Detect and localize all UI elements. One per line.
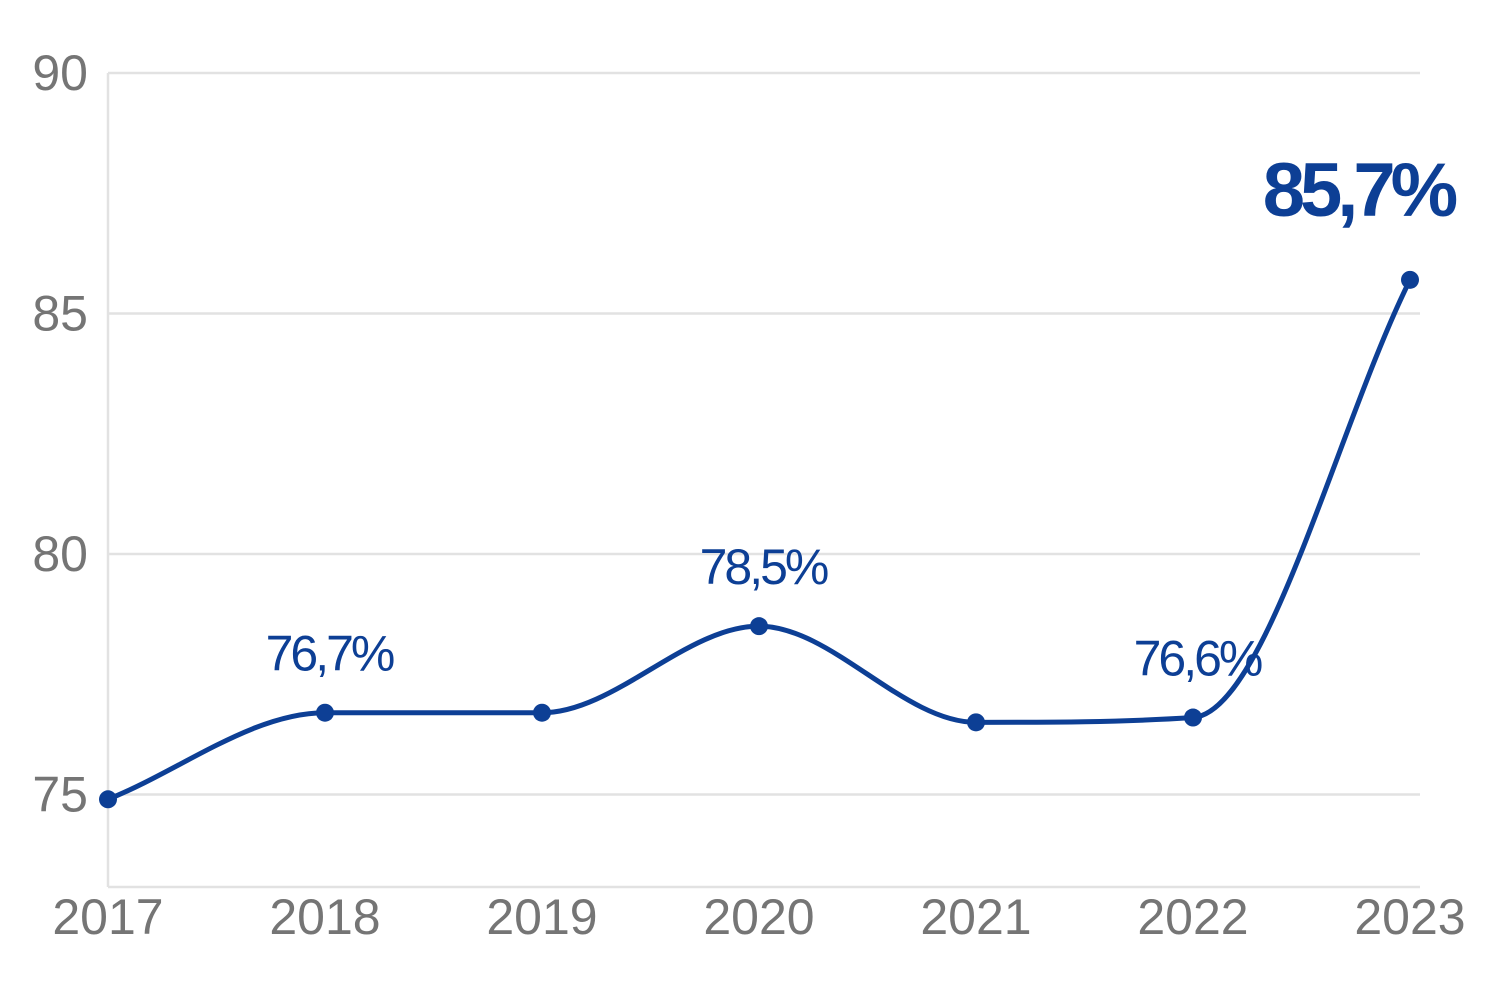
data-point-2023 (1401, 270, 1419, 289)
y-tick-label: 75 (32, 767, 88, 823)
x-tick-label: 2019 (486, 889, 597, 945)
data-label-2018: 76,7% (266, 626, 394, 682)
x-tick-label: 2022 (1137, 889, 1248, 945)
x-tick-label: 2018 (269, 889, 380, 945)
x-tick-label: 2021 (920, 889, 1031, 945)
y-tick-label: 90 (32, 45, 88, 101)
data-label-2022: 76,6% (1134, 631, 1262, 687)
x-tick-label: 2020 (703, 889, 814, 945)
data-points (99, 270, 1419, 809)
data-point-2018 (316, 703, 334, 722)
data-point-2019 (533, 703, 551, 722)
x-tick-label: 2017 (52, 889, 163, 945)
data-labels: 76,7% 78,5% 76,6% 85,7% (266, 148, 1462, 687)
data-label-2023: 85,7% (1263, 148, 1457, 233)
x-axis-ticks: 2017 2018 2019 2020 2021 2022 2023 (52, 889, 1465, 945)
data-point-2022 (1184, 708, 1202, 727)
y-axis-ticks: 75 80 85 90 (32, 45, 88, 823)
gridlines (106, 71, 1420, 889)
y-tick-label: 85 (32, 286, 88, 342)
data-point-2020 (750, 617, 768, 636)
data-point-2021 (967, 713, 985, 732)
x-tick-label: 2023 (1354, 889, 1465, 945)
data-point-2017 (99, 790, 117, 809)
data-label-2020: 78,5% (700, 539, 828, 595)
y-tick-label: 80 (32, 526, 88, 582)
